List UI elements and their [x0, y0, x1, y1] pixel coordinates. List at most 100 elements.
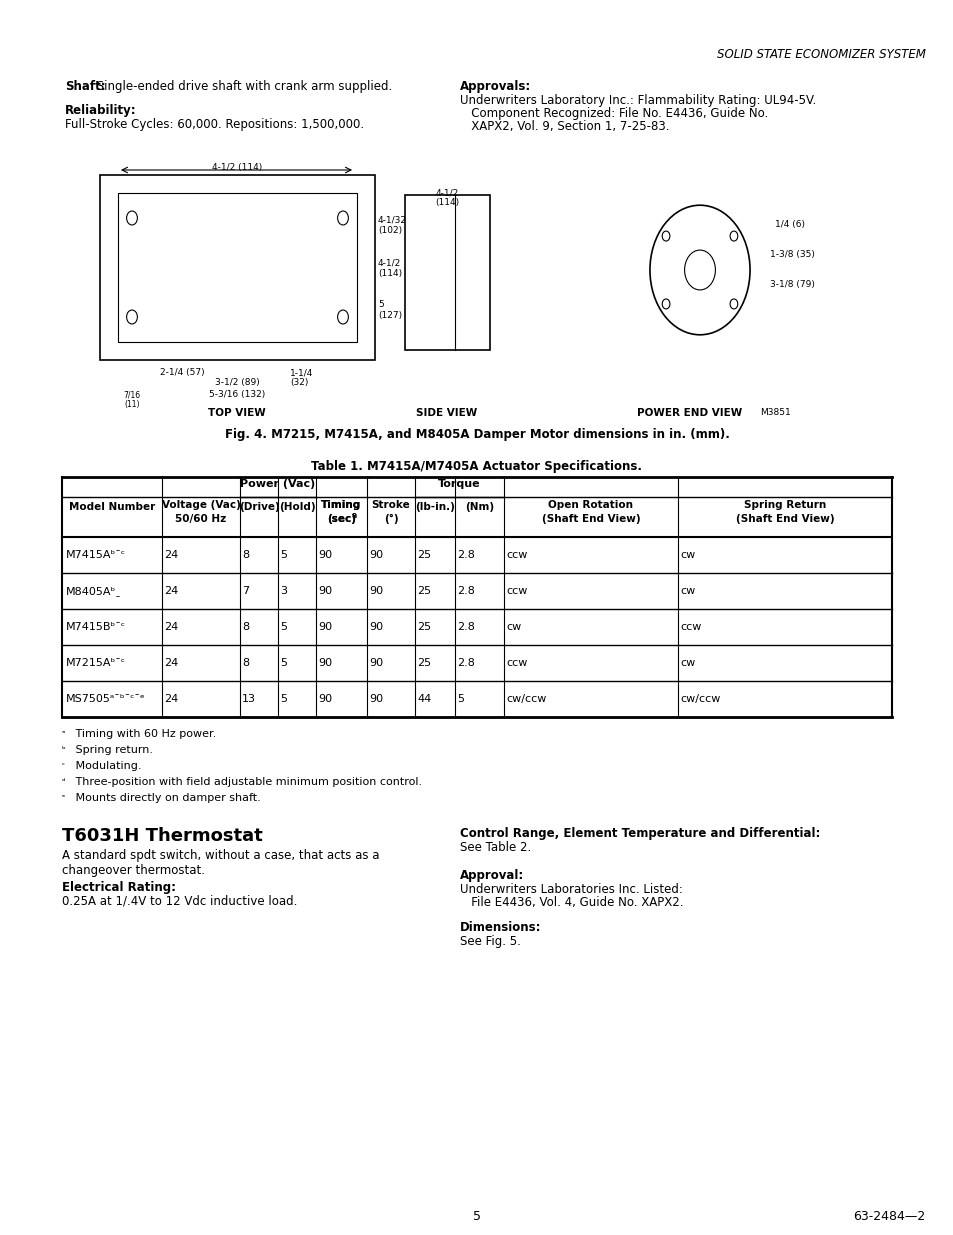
Text: Control Range, Element Temperature and Differential:: Control Range, Element Temperature and D… — [459, 827, 820, 840]
Text: Full-Stroke Cycles: 60,000. Repositions: 1,500,000.: Full-Stroke Cycles: 60,000. Repositions:… — [65, 119, 364, 131]
Text: 90: 90 — [317, 658, 332, 668]
Text: cw/ccw: cw/ccw — [505, 694, 546, 704]
Text: Electrical Rating:: Electrical Rating: — [62, 881, 175, 894]
Text: (Hold): (Hold) — [278, 501, 315, 513]
Text: MS7505ᵃˉᵇˉᶜˉᵉ: MS7505ᵃˉᵇˉᶜˉᵉ — [66, 694, 146, 704]
Text: 3-1/8 (79): 3-1/8 (79) — [769, 280, 814, 289]
Text: 5
(127): 5 (127) — [377, 300, 402, 320]
Bar — [118, 193, 356, 342]
Text: 24: 24 — [164, 658, 178, 668]
Text: 7: 7 — [242, 585, 249, 597]
Text: cw: cw — [679, 585, 695, 597]
Text: Underwriters Laboratories Inc. Listed:: Underwriters Laboratories Inc. Listed: — [459, 883, 682, 897]
Text: 90: 90 — [369, 658, 383, 668]
Text: cw: cw — [679, 550, 695, 559]
Text: 24: 24 — [164, 694, 178, 704]
Text: ᵉ: ᵉ — [62, 793, 66, 802]
Text: Torque: Torque — [437, 479, 480, 489]
Text: 63-2484—2: 63-2484—2 — [852, 1210, 924, 1223]
Text: ccw: ccw — [505, 585, 527, 597]
Text: 24: 24 — [164, 550, 178, 559]
Text: See Table 2.: See Table 2. — [459, 841, 531, 853]
Text: A standard spdt switch, without a case, that acts as a
changeover thermostat.: A standard spdt switch, without a case, … — [62, 848, 379, 877]
Text: ᵇ: ᵇ — [62, 745, 66, 755]
Text: (Drive): (Drive) — [238, 501, 279, 513]
Text: Three-position with field adjustable minimum position control.: Three-position with field adjustable min… — [71, 777, 421, 787]
Text: (Nm): (Nm) — [464, 501, 494, 513]
Text: 3-1/2 (89): 3-1/2 (89) — [214, 378, 259, 387]
Text: Dimensions:: Dimensions: — [459, 921, 541, 934]
Text: Timing with 60 Hz power.: Timing with 60 Hz power. — [71, 729, 216, 739]
Text: (Shaft End View): (Shaft End View) — [735, 514, 834, 524]
Text: File E4436, Vol. 4, Guide No. XAPX2.: File E4436, Vol. 4, Guide No. XAPX2. — [459, 897, 682, 909]
Text: Spring return.: Spring return. — [71, 745, 152, 755]
Text: Approval:: Approval: — [459, 869, 524, 882]
Text: M8405Aᵇˍ: M8405Aᵇˍ — [66, 585, 122, 597]
Text: 2.8: 2.8 — [456, 550, 475, 559]
Text: 8: 8 — [242, 622, 249, 632]
Text: 90: 90 — [369, 622, 383, 632]
Text: 2-1/4 (57): 2-1/4 (57) — [160, 368, 204, 377]
Text: Shaft:: Shaft: — [65, 80, 106, 93]
Text: 5-3/16 (132): 5-3/16 (132) — [209, 390, 265, 399]
Text: 5: 5 — [280, 550, 287, 559]
Text: 24: 24 — [164, 585, 178, 597]
Text: 3: 3 — [280, 585, 287, 597]
Text: Timing: Timing — [321, 500, 361, 510]
Text: ccw: ccw — [505, 550, 527, 559]
Text: 25: 25 — [416, 585, 431, 597]
Text: (lb-in.): (lb-in.) — [415, 501, 455, 513]
Text: 90: 90 — [317, 694, 332, 704]
Text: ccw: ccw — [505, 658, 527, 668]
Text: 1-1/4
(32): 1-1/4 (32) — [290, 368, 313, 388]
Text: T6031H Thermostat: T6031H Thermostat — [62, 827, 262, 845]
Text: a: a — [352, 511, 356, 520]
Text: Reliability:: Reliability: — [65, 104, 136, 117]
Text: M7215Aᵇˉᶜ: M7215Aᵇˉᶜ — [66, 658, 126, 668]
Text: 5: 5 — [456, 694, 463, 704]
Text: 1-3/8 (35): 1-3/8 (35) — [769, 249, 814, 259]
Text: 44: 44 — [416, 694, 431, 704]
Text: 4-1/2
(114): 4-1/2 (114) — [435, 188, 458, 207]
Text: 8: 8 — [242, 658, 249, 668]
Text: 1/4 (6): 1/4 (6) — [774, 220, 804, 228]
Text: 5: 5 — [473, 1210, 480, 1223]
Text: Fig. 4. M7215, M7415A, and M8405A Damper Motor dimensions in in. (mm).: Fig. 4. M7215, M7415A, and M8405A Damper… — [224, 429, 729, 441]
Text: M7415Aᵇˉᶜ: M7415Aᵇˉᶜ — [66, 550, 126, 559]
Text: 5: 5 — [280, 622, 287, 632]
Text: Timing: Timing — [321, 500, 361, 510]
Text: ccw: ccw — [679, 622, 700, 632]
Text: 90: 90 — [369, 585, 383, 597]
Text: cw/ccw: cw/ccw — [679, 694, 720, 704]
Text: ᵃ: ᵃ — [62, 729, 66, 739]
Text: Open Rotation: Open Rotation — [548, 500, 633, 510]
Text: ᵈ: ᵈ — [62, 777, 66, 785]
Text: Mounts directly on damper shaft.: Mounts directly on damper shaft. — [71, 793, 260, 803]
Text: M3851: M3851 — [760, 408, 790, 417]
Text: Component Recognized: File No. E4436, Guide No.: Component Recognized: File No. E4436, Gu… — [459, 107, 767, 120]
Text: M7415Bᵇˉᶜ: M7415Bᵇˉᶜ — [66, 622, 126, 632]
Text: (sec): (sec) — [327, 514, 355, 524]
Text: cw: cw — [505, 622, 520, 632]
Text: 7/16
(11): 7/16 (11) — [123, 390, 140, 409]
Text: Spring Return: Spring Return — [743, 500, 825, 510]
Text: 5: 5 — [280, 658, 287, 668]
Text: Single-ended drive shaft with crank arm supplied.: Single-ended drive shaft with crank arm … — [92, 80, 392, 93]
Bar — [405, 195, 490, 350]
Text: 0.25A at 1/.4V to 12 Vdc inductive load.: 0.25A at 1/.4V to 12 Vdc inductive load. — [62, 895, 297, 908]
Text: 90: 90 — [317, 622, 332, 632]
Text: Modulating.: Modulating. — [71, 761, 141, 771]
Text: SIDE VIEW: SIDE VIEW — [416, 408, 477, 417]
Text: 25: 25 — [416, 622, 431, 632]
Text: Power (Vac): Power (Vac) — [240, 479, 315, 489]
Text: Model Number: Model Number — [69, 501, 155, 513]
Text: 4-1/2 (114): 4-1/2 (114) — [212, 163, 262, 172]
Text: 90: 90 — [369, 694, 383, 704]
Text: POWER END VIEW: POWER END VIEW — [637, 408, 741, 417]
Text: 24: 24 — [164, 622, 178, 632]
Text: SOLID STATE ECONOMIZER SYSTEM: SOLID STATE ECONOMIZER SYSTEM — [716, 48, 924, 61]
Text: 2.8: 2.8 — [456, 658, 475, 668]
Text: Stroke: Stroke — [372, 500, 410, 510]
Text: Voltage (Vac): Voltage (Vac) — [161, 500, 240, 510]
Text: XAPX2, Vol. 9, Section 1, 7-25-83.: XAPX2, Vol. 9, Section 1, 7-25-83. — [459, 120, 669, 133]
